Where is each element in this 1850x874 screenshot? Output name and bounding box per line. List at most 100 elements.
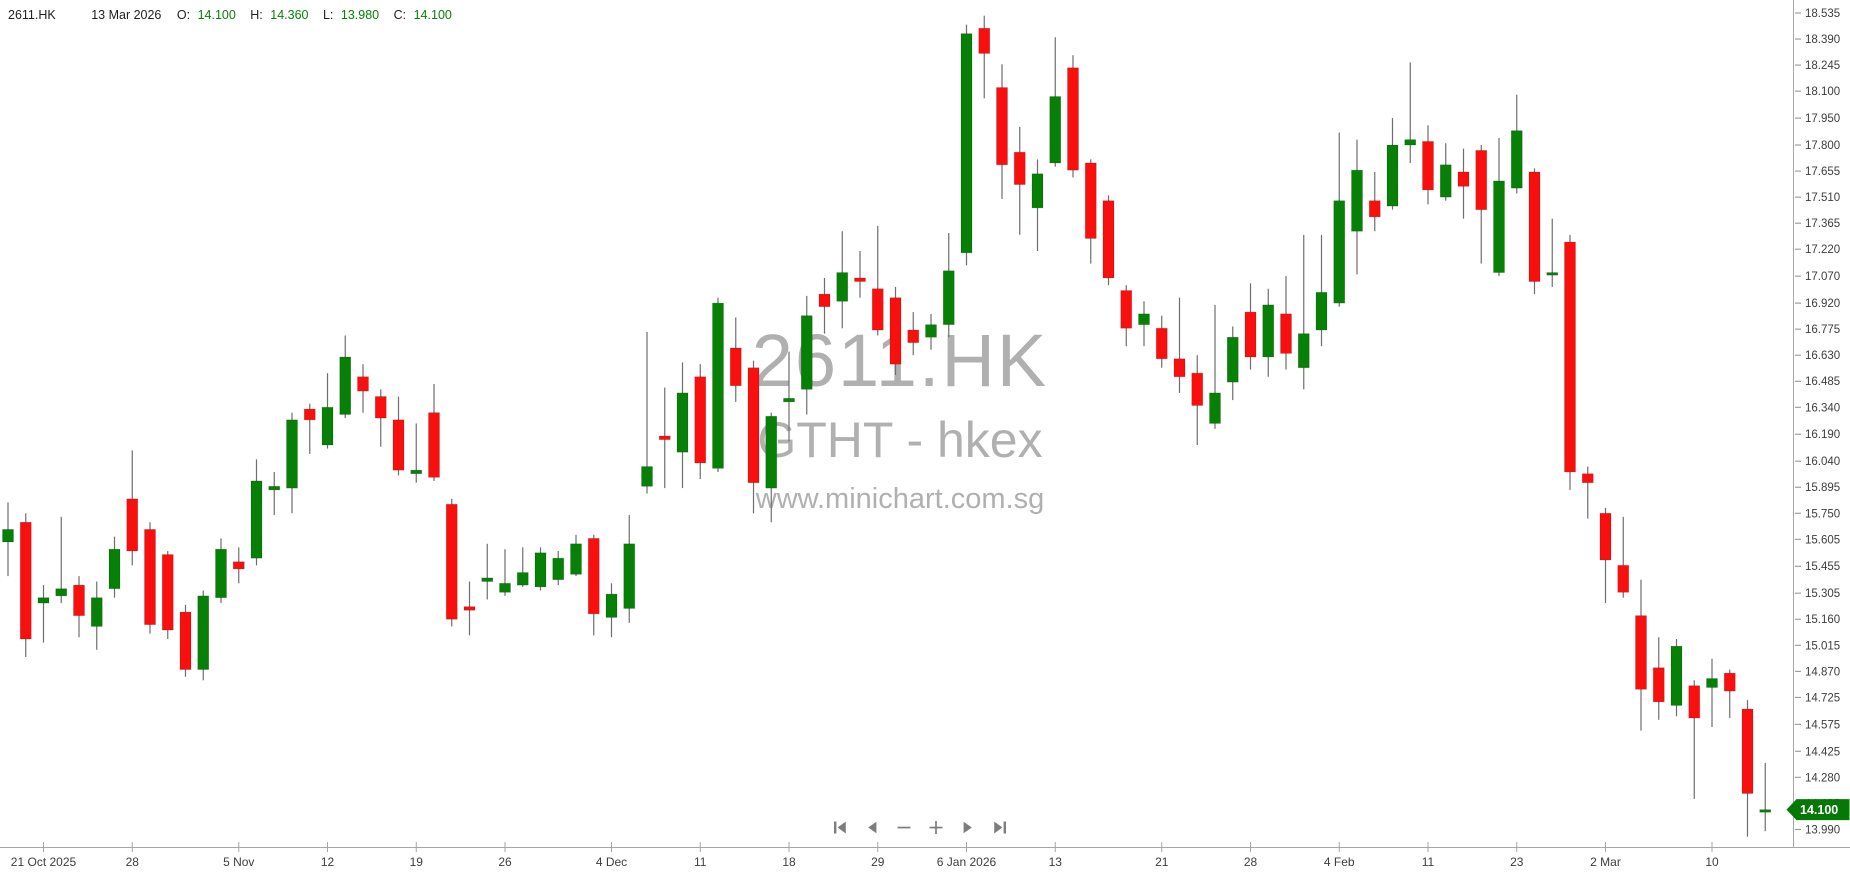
step-back-button[interactable] xyxy=(865,820,879,835)
candle-body xyxy=(499,582,511,593)
candle xyxy=(534,547,547,591)
candle-body xyxy=(179,611,192,670)
zoom-out-button[interactable] xyxy=(897,820,911,835)
candle xyxy=(800,295,813,415)
candle xyxy=(428,383,440,481)
candle xyxy=(286,412,298,514)
price-axis-label: 18.535 xyxy=(1805,8,1840,20)
candle-body xyxy=(428,412,440,478)
candle-body xyxy=(392,419,405,471)
candle xyxy=(1617,516,1630,598)
candle xyxy=(1457,148,1470,219)
skip-end-icon xyxy=(994,821,1006,834)
candle xyxy=(1564,234,1576,490)
candle xyxy=(374,389,387,447)
candle-body xyxy=(925,324,937,338)
candle-body xyxy=(1226,336,1239,383)
high-value: 14.360 xyxy=(270,8,309,22)
time-axis-label: 12 xyxy=(321,855,335,869)
candle xyxy=(1120,285,1133,347)
candle xyxy=(1652,637,1665,720)
candle-body xyxy=(1084,162,1097,239)
candle xyxy=(925,313,937,350)
candle xyxy=(747,360,760,514)
candle xyxy=(232,547,245,584)
price-axis-label: 14.870 xyxy=(1805,666,1840,678)
candle xyxy=(854,251,866,298)
candle-body xyxy=(197,595,210,670)
step-forward-button[interactable] xyxy=(961,820,975,835)
high-label: H: xyxy=(250,8,263,22)
candle xyxy=(1759,762,1772,832)
candle xyxy=(1244,283,1257,370)
candle-body xyxy=(1510,130,1523,189)
candle-body xyxy=(250,480,263,559)
candle-body xyxy=(303,408,316,421)
candle-body xyxy=(889,297,902,365)
candle xyxy=(1049,37,1062,167)
last-price-tag-value: 14.100 xyxy=(1800,803,1838,817)
candle-body xyxy=(73,584,85,617)
candle-body xyxy=(694,376,707,464)
price-axis-label: 16.630 xyxy=(1805,350,1840,362)
candle-body xyxy=(1155,327,1168,360)
candle-body xyxy=(321,406,334,446)
candle-body xyxy=(729,347,742,387)
time-axis-label: 21 xyxy=(1155,855,1169,869)
candle-body xyxy=(1546,272,1559,276)
zoom-in-button[interactable] xyxy=(929,820,943,835)
price-axis-label: 14.725 xyxy=(1805,692,1840,704)
candle-body xyxy=(1315,291,1328,331)
candle xyxy=(836,231,849,329)
candle-body xyxy=(126,498,139,552)
go-first-button[interactable] xyxy=(833,820,847,835)
candle-body xyxy=(1741,708,1754,794)
candle-body xyxy=(1120,290,1133,329)
candle xyxy=(623,515,636,623)
candle-body xyxy=(1635,615,1647,690)
candle xyxy=(1670,638,1683,717)
price-axis-label: 13.990 xyxy=(1805,824,1840,836)
candle xyxy=(108,536,121,598)
candle xyxy=(1635,579,1647,731)
candle xyxy=(641,331,653,494)
candle xyxy=(410,423,423,483)
candle xyxy=(694,364,707,480)
candle xyxy=(1741,700,1754,837)
time-axis-label: 28 xyxy=(126,855,140,869)
candle-body xyxy=(1599,512,1612,561)
candle xyxy=(250,459,263,566)
candle-body xyxy=(37,597,50,604)
candle-body xyxy=(1404,139,1417,146)
candle-body xyxy=(1138,313,1150,326)
candle xyxy=(1493,137,1505,277)
candle xyxy=(889,286,902,375)
time-axis-label: 21 Oct 2025 xyxy=(11,855,77,869)
candle-body xyxy=(1528,171,1541,282)
candle-body xyxy=(445,503,458,620)
go-last-button[interactable] xyxy=(993,820,1007,835)
price-axis-label: 18.245 xyxy=(1805,60,1840,72)
candle xyxy=(268,471,281,516)
price-axis-label: 17.510 xyxy=(1805,192,1840,204)
candle-body xyxy=(1581,473,1594,484)
time-axis-label: 11 xyxy=(694,855,707,869)
candle xyxy=(1723,669,1736,719)
price-axis-label: 15.455 xyxy=(1805,561,1840,573)
candle xyxy=(587,534,600,636)
price-axis-label: 17.655 xyxy=(1805,166,1840,178)
candle-body xyxy=(1386,144,1399,207)
candle-body xyxy=(463,606,476,611)
candle xyxy=(658,387,671,489)
candle-body xyxy=(1706,678,1718,688)
candle xyxy=(339,335,352,419)
time-axis-label: 28 xyxy=(1244,855,1258,869)
candle-body xyxy=(712,302,724,469)
candle-body xyxy=(996,87,1008,166)
candle xyxy=(499,549,511,596)
candle xyxy=(1280,276,1292,370)
watermark-url: www.minichart.com.sg xyxy=(755,483,1045,515)
candle xyxy=(37,585,50,643)
candle-body xyxy=(1670,645,1683,706)
